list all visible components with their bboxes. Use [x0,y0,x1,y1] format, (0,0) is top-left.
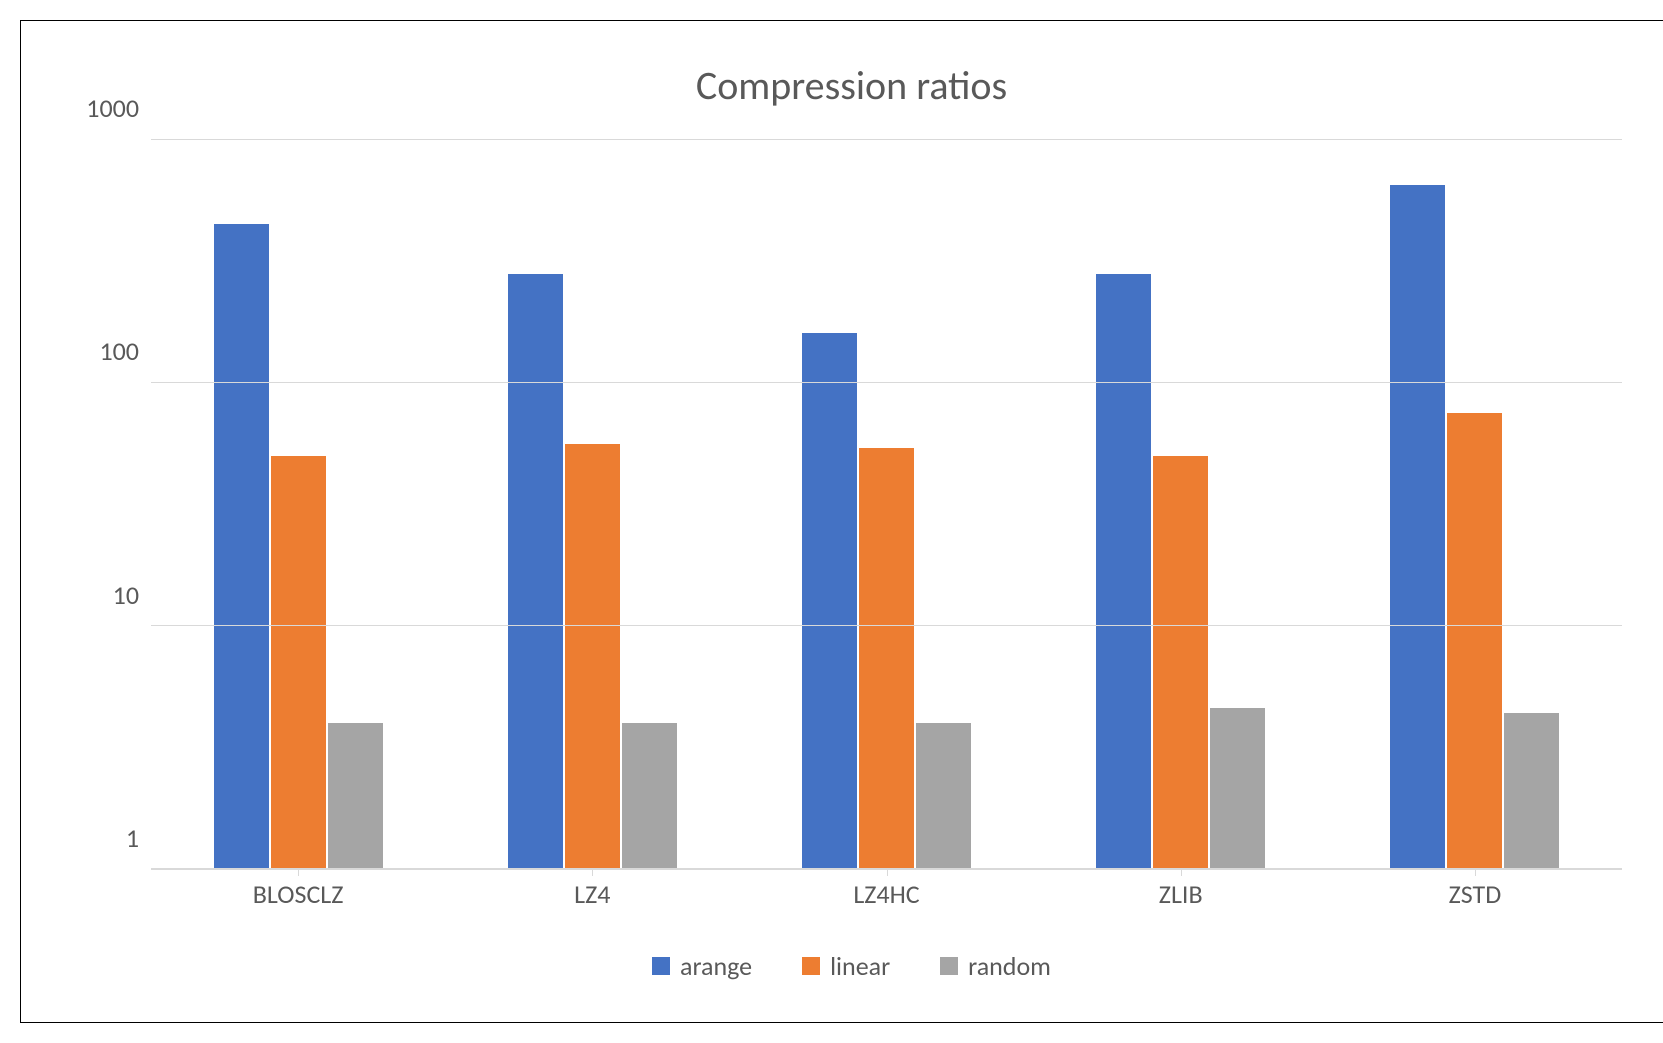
legend-label: linear [830,950,890,982]
bar [508,274,563,869]
bar [859,448,914,869]
category-group [445,140,739,869]
chart-inner: Compression ratios 1101001000 BLOSCLZLZ4… [41,41,1662,1002]
category-group [151,140,445,869]
legend-item: arange [652,950,752,982]
y-tick-label: 100 [99,335,139,367]
x-tick-label: ZSTD [1328,878,1622,910]
legend-swatch [802,957,820,975]
gridline [151,625,1622,626]
bar [1153,456,1208,869]
bar [1504,713,1559,869]
legend-item: linear [802,950,890,982]
bar [565,444,620,869]
bar [916,723,971,869]
bar [271,456,326,869]
category-group [1328,140,1622,869]
legend: arange linear random [41,950,1662,982]
bar [1447,413,1502,869]
category-group [739,140,1033,869]
bars-layer [151,140,1622,869]
legend-label: random [968,950,1051,982]
bar [1390,185,1445,869]
y-axis: 1101001000 [61,140,151,870]
y-tick-label: 10 [113,579,139,611]
x-tick-label: LZ4HC [739,878,1033,910]
legend-swatch [652,957,670,975]
x-tick-label: LZ4 [445,878,739,910]
bar [1210,708,1265,869]
plot-area [151,140,1622,870]
x-axis: BLOSCLZLZ4LZ4HCZLIBZSTD [41,878,1662,910]
legend-item: random [940,950,1051,982]
x-tick-label: ZLIB [1034,878,1328,910]
y-tick-label: 1000 [86,92,139,124]
bar [328,723,383,869]
category-group [1034,140,1328,869]
gridline [151,382,1622,383]
bar [1096,274,1151,869]
legend-label: arange [680,950,752,982]
chart-title: Compression ratios [41,61,1662,110]
y-tick-label: 1 [126,822,139,854]
chart-container: Compression ratios 1101001000 BLOSCLZLZ4… [20,20,1663,1023]
plot-wrap: 1101001000 [41,140,1662,870]
gridline [151,139,1622,140]
bar [802,333,857,869]
legend-swatch [940,957,958,975]
x-tick-label: BLOSCLZ [151,878,445,910]
bar [622,723,677,869]
bar [214,224,269,869]
